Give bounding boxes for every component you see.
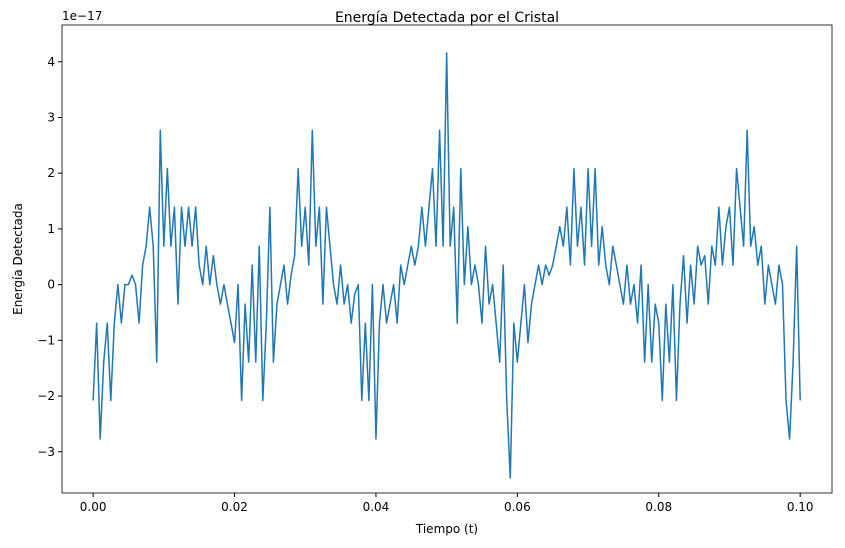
x-tick-label: 0.08	[645, 500, 672, 514]
y-tick-label: 2	[47, 166, 55, 180]
x-tick-label: 0.06	[504, 500, 531, 514]
y-tick-label: −3	[37, 445, 55, 459]
plot-frame	[61, 24, 833, 494]
x-tick-label: 0.00	[80, 500, 107, 514]
y-tick-label: −1	[37, 333, 55, 347]
y-offset-label: 1e−17	[62, 9, 102, 23]
y-tick-label: 4	[47, 55, 55, 69]
y-axis-label: Energía Detectada	[11, 203, 25, 315]
x-axis-label: Tiempo (t)	[415, 522, 478, 536]
chart-title: Energía Detectada por el Cristal	[335, 10, 559, 26]
y-tick-label: −2	[37, 389, 55, 403]
x-tick-label: 0.04	[363, 500, 390, 514]
x-tick-label: 0.10	[787, 500, 814, 514]
x-tick-label: 0.02	[221, 500, 248, 514]
data-line	[92, 52, 801, 479]
y-tick-label: 0	[47, 278, 55, 292]
y-tick-label: 3	[47, 110, 55, 124]
y-tick-label: 1	[47, 222, 55, 236]
